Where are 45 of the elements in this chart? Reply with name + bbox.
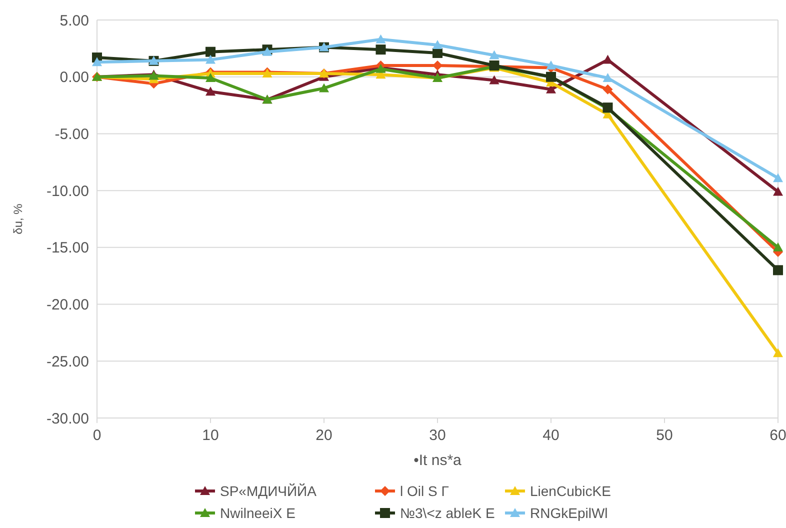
point	[773, 173, 783, 182]
point	[432, 60, 442, 70]
y-tick-label: 5.00	[60, 12, 89, 30]
legend-label: №3\<z ableK E	[400, 504, 495, 521]
x-tick-label: 10	[202, 427, 219, 444]
point	[489, 75, 500, 84]
x-tick-label: 40	[542, 427, 560, 444]
y-tick-label: -30.00	[46, 410, 89, 428]
legend-label: RNGkEpilWl	[530, 504, 608, 521]
y-tick-label: -5.00	[54, 126, 89, 143]
y-tick-label: -10.00	[46, 182, 89, 200]
y-tick-label: -15.00	[46, 240, 89, 257]
y-tick-label: -25.00	[46, 353, 89, 370]
point	[602, 54, 613, 64]
point	[206, 86, 216, 96]
y-tick-label: 0.00	[60, 69, 89, 86]
y-axis-title: δu, %	[11, 203, 25, 234]
legend-label: NwilneeiX E	[220, 504, 296, 521]
x-tick-label: 50	[656, 427, 673, 444]
x-tick-label: 0	[92, 427, 102, 444]
point	[773, 348, 783, 358]
point	[602, 84, 613, 94]
legend-label: l Oil S Г	[400, 482, 450, 499]
point	[602, 72, 613, 82]
point	[206, 54, 216, 64]
point	[376, 44, 386, 55]
x-tick-label: 20	[316, 427, 332, 444]
x-tick-label: 60	[770, 427, 786, 444]
point	[546, 60, 556, 70]
point	[376, 34, 386, 44]
point	[432, 40, 442, 50]
point	[206, 46, 216, 57]
point	[92, 57, 102, 66]
legend-label: SP«МДИЧЙЙА	[220, 482, 318, 499]
x-tick-label: 30	[429, 427, 446, 444]
point	[773, 242, 783, 252]
y-tick-label: -20.00	[46, 296, 89, 314]
point	[206, 72, 216, 82]
x-axis-title: •It ns*a	[414, 452, 462, 469]
point	[773, 265, 783, 276]
point	[319, 83, 329, 92]
point	[773, 186, 783, 196]
point	[432, 48, 442, 58]
legend-label: LienCubicKE	[530, 482, 611, 499]
point	[489, 50, 500, 60]
